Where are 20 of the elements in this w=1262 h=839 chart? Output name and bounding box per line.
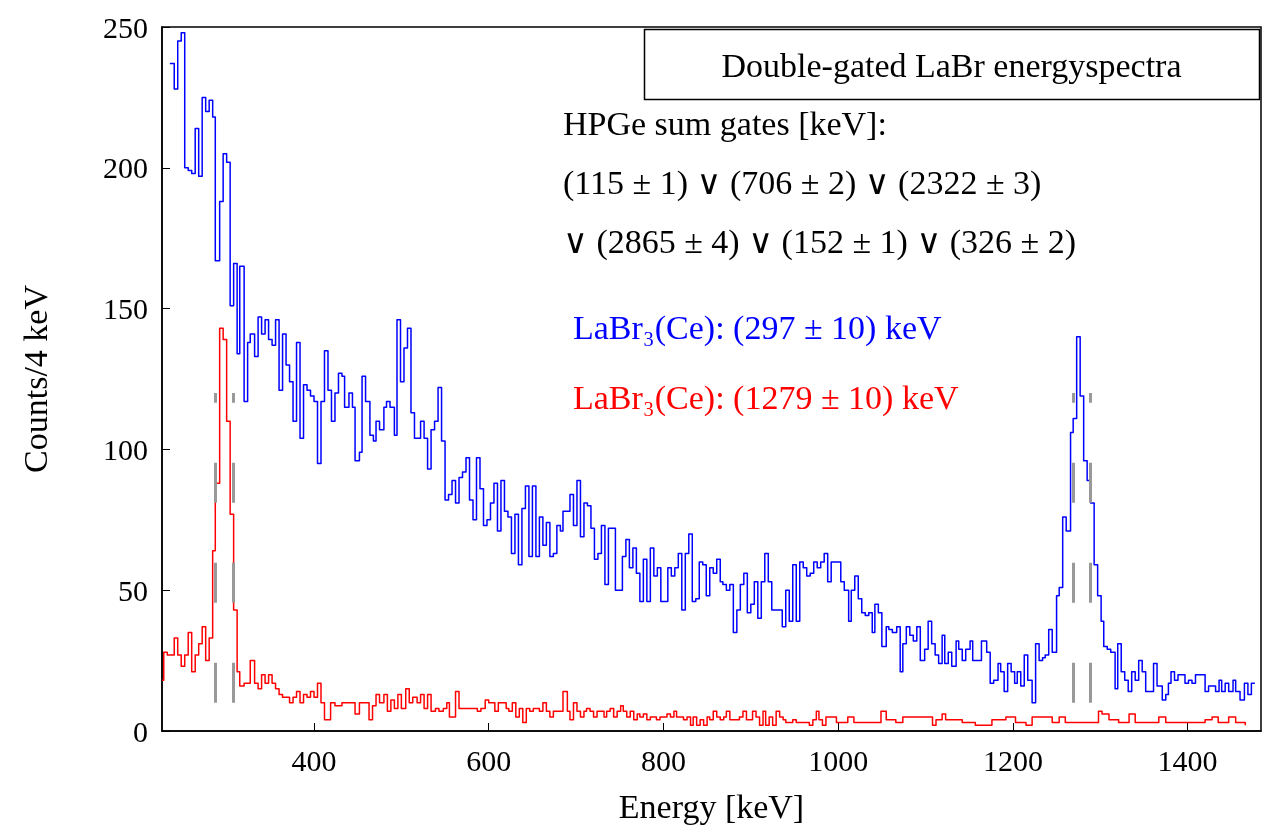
x-tick-label: 800: [640, 743, 686, 777]
y-tick-label: 250: [103, 10, 148, 44]
y-tick-label: 0: [133, 714, 148, 748]
x-tick-label: 600: [466, 743, 512, 777]
y-tick-label: 150: [103, 292, 148, 326]
y-tick-label: 50: [118, 573, 148, 607]
y-tick-label: 100: [103, 432, 148, 466]
text: LaBr₃(Ce): (297 ± 10) keV: [573, 308, 942, 347]
x-tick-label: 1000: [808, 743, 869, 777]
x-tick-label: 400: [291, 743, 337, 777]
annotation: (115 ± 1) ∨ (706 ± 2) ∨ (2322 ± 3): [563, 163, 1042, 202]
y-axis-title: Counts/4 keV: [16, 284, 54, 473]
annotation: HPGe sum gates [keV]:: [563, 104, 887, 142]
annotation: ∨ (2865 ± 4) ∨ (152 ± 1) ∨ (326 ± 2): [563, 222, 1077, 261]
x-tick-label: 1200: [982, 743, 1043, 777]
y-tick-label: 200: [103, 151, 148, 185]
text: LaBr₃(Ce): (1279 ± 10) keV: [573, 378, 959, 417]
text: Double-gated LaBr energyspectra: [721, 47, 1182, 84]
x-tick-label: 1400: [1157, 743, 1218, 777]
x-axis-title: Energy [keV]: [618, 787, 805, 825]
